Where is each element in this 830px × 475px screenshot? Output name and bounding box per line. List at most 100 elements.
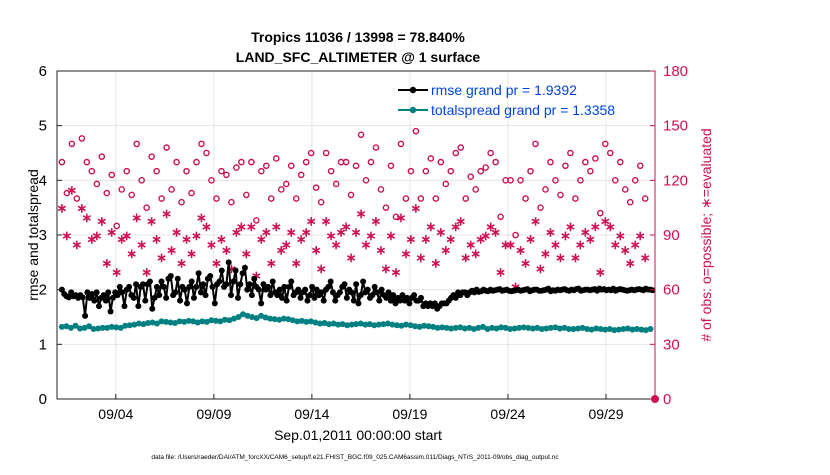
obs-evaluated-point: ∗ — [171, 224, 182, 239]
totalspread-point — [416, 323, 423, 330]
obs-evaluated-point: ∗ — [565, 219, 576, 234]
rmse-point — [355, 300, 362, 307]
obs-evaluated-point: ∗ — [485, 219, 496, 234]
totalspread-point — [190, 318, 197, 325]
chart-title-line1: Tropics 11036 / 13998 = 78.840% — [251, 29, 465, 45]
rmse-point — [151, 294, 158, 301]
obs-evaluated-point: ∗ — [580, 224, 591, 239]
obs-possible-point — [512, 231, 519, 239]
obs-possible-point — [208, 177, 215, 184]
rmse-point — [318, 289, 325, 296]
totalspread-point — [235, 314, 242, 320]
obs-possible-point — [312, 184, 320, 191]
rmse-point — [95, 303, 102, 310]
rmse-point — [248, 292, 255, 299]
rmse-point — [82, 312, 89, 319]
totalspread-point — [249, 314, 256, 320]
obs-evaluated-point: ∗ — [590, 219, 601, 234]
obs-evaluated-point: ∗ — [241, 246, 252, 261]
obs-possible-point — [592, 155, 599, 162]
rmse-point — [246, 281, 253, 288]
totalspread-point — [479, 323, 486, 330]
obs-evaluated-point: ∗ — [366, 228, 377, 243]
rmse-point — [149, 305, 156, 312]
obs-evaluated-point: ∗ — [266, 255, 277, 270]
totalspread-point — [271, 316, 278, 323]
obs-possible-point — [213, 195, 220, 202]
rmse-point — [84, 289, 91, 296]
totalspread-point — [434, 324, 441, 331]
obs-possible-point — [83, 158, 91, 166]
obs-evaluated-point: ∗ — [286, 224, 297, 239]
obs-possible-point — [412, 127, 420, 135]
obs-evaluated-point: ∗ — [465, 237, 476, 252]
rmse-point — [269, 278, 276, 285]
legend-rmse-marker — [409, 86, 417, 94]
rmse-point — [228, 292, 235, 299]
rmse-point — [135, 303, 142, 310]
left-axis-label: rmse and totalspread — [25, 169, 41, 301]
rmse-point — [418, 294, 425, 301]
totalspread-point — [330, 320, 337, 327]
totalspread-point — [507, 326, 514, 333]
obs-possible-point — [218, 167, 225, 175]
totalspread-point — [149, 319, 156, 326]
rmse-point — [406, 300, 413, 307]
totalspread-point — [344, 322, 351, 329]
rmse-point — [281, 283, 288, 290]
rmse-point — [313, 286, 320, 293]
rmse-point — [232, 267, 239, 274]
obs-evaluated-point: ∗ — [216, 232, 227, 247]
obs-evaluated-point: ∗ — [261, 224, 272, 239]
totalspread-point — [172, 320, 179, 327]
obs-possible-point — [347, 191, 355, 199]
rmse-point — [276, 286, 283, 293]
totalspread-point — [326, 321, 333, 328]
totalspread-point — [597, 326, 604, 333]
totalspread-point — [561, 324, 568, 331]
rmse-point — [218, 267, 225, 274]
totalspread-point — [294, 318, 301, 325]
obs-possible-point — [158, 195, 165, 202]
rmse-point — [397, 297, 404, 304]
totalspread-point — [579, 324, 586, 331]
totalspread-point — [425, 323, 432, 330]
totalspread-point — [398, 322, 405, 329]
totalspread-point — [511, 325, 518, 332]
rmse-point — [91, 297, 98, 304]
right-axis-ticks: 0 30 60 90 120 150 180 — [650, 63, 688, 408]
obs-possible-point — [143, 204, 150, 211]
obs-evaluated-point: ∗ — [226, 261, 237, 276]
obs-possible-point — [193, 158, 200, 166]
totalspread-point — [131, 321, 138, 328]
obs-count-series: ∗ ∗ ∗ ∗ ∗ ∗ ∗ ∗ ∗ ∗ ∗ ∗ ∗ ∗ ∗ ∗ ∗ ∗ ∗ ∗ ∗ ∗ ∗ ∗ ∗ ∗ ∗ ∗ ∗ ∗ ∗ ∗ ∗ ∗ ∗ ∗ ∗ ∗ ∗ ∗… — [56, 127, 659, 403]
obs-possible-point — [357, 131, 365, 139]
totalspread-point — [624, 325, 631, 332]
left-tick-label: 1 — [39, 336, 47, 353]
x-tick-label: 09/29 — [588, 406, 623, 422]
obs-evaluated-point: ∗ — [405, 232, 416, 247]
obs-evaluated-point: ∗ — [146, 213, 157, 228]
totalspread-point — [629, 326, 636, 333]
right-tick-label: 150 — [663, 118, 688, 135]
obs-evaluated-point: ∗ — [231, 224, 242, 239]
rmse-point — [251, 275, 258, 282]
totalspread-point — [602, 326, 609, 333]
rmse-point — [244, 286, 251, 293]
obs-possible-point — [437, 158, 445, 166]
obs-possible-point — [527, 167, 534, 175]
rmse-point — [332, 297, 339, 304]
obs-possible-point — [198, 140, 205, 148]
totalspread-point — [163, 318, 170, 325]
obs-evaluated-point: ∗ — [346, 250, 357, 265]
obs-evaluated-point: ∗ — [96, 213, 107, 228]
obs-evaluated-point: ∗ — [296, 232, 307, 247]
totalspread-point — [375, 321, 382, 328]
rmse-point — [385, 289, 392, 296]
obs-evaluated-point: ∗ — [81, 210, 92, 225]
obs-possible-point — [372, 144, 380, 151]
totalspread-point — [412, 323, 419, 330]
obs-possible-point — [253, 217, 260, 224]
totalspread-point — [439, 324, 446, 331]
obs-possible-point — [522, 195, 529, 202]
